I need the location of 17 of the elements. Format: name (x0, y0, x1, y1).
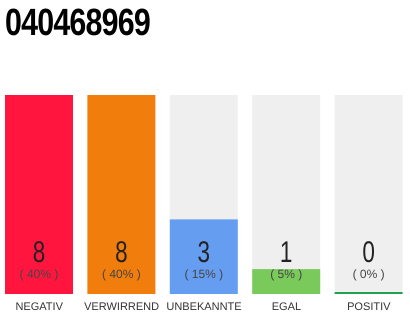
data-label: 1 (280, 234, 292, 269)
x-tick-label: NEGATIV (15, 300, 64, 313)
x-tick-label: VERWIRREND (84, 300, 160, 313)
annotation: ( 40% ) (102, 267, 141, 281)
annotation: ( 15% ) (184, 267, 224, 281)
annotation: ( 5% ) (270, 267, 302, 281)
x-tick-label: EGAL (272, 300, 302, 313)
data-label: 8 (115, 234, 128, 269)
bar (252, 269, 320, 294)
annotation: ( 40% ) (20, 267, 58, 281)
data-label: 8 (32, 234, 46, 269)
chart-title: 040468969 (5, 2, 150, 45)
x-tick-label: POSITIV (347, 300, 392, 313)
annotation: ( 0% ) (352, 267, 385, 281)
data-label: 0 (362, 234, 375, 269)
data-label: 3 (198, 234, 210, 269)
x-tick-label: UNBEKANNTE (166, 300, 242, 313)
